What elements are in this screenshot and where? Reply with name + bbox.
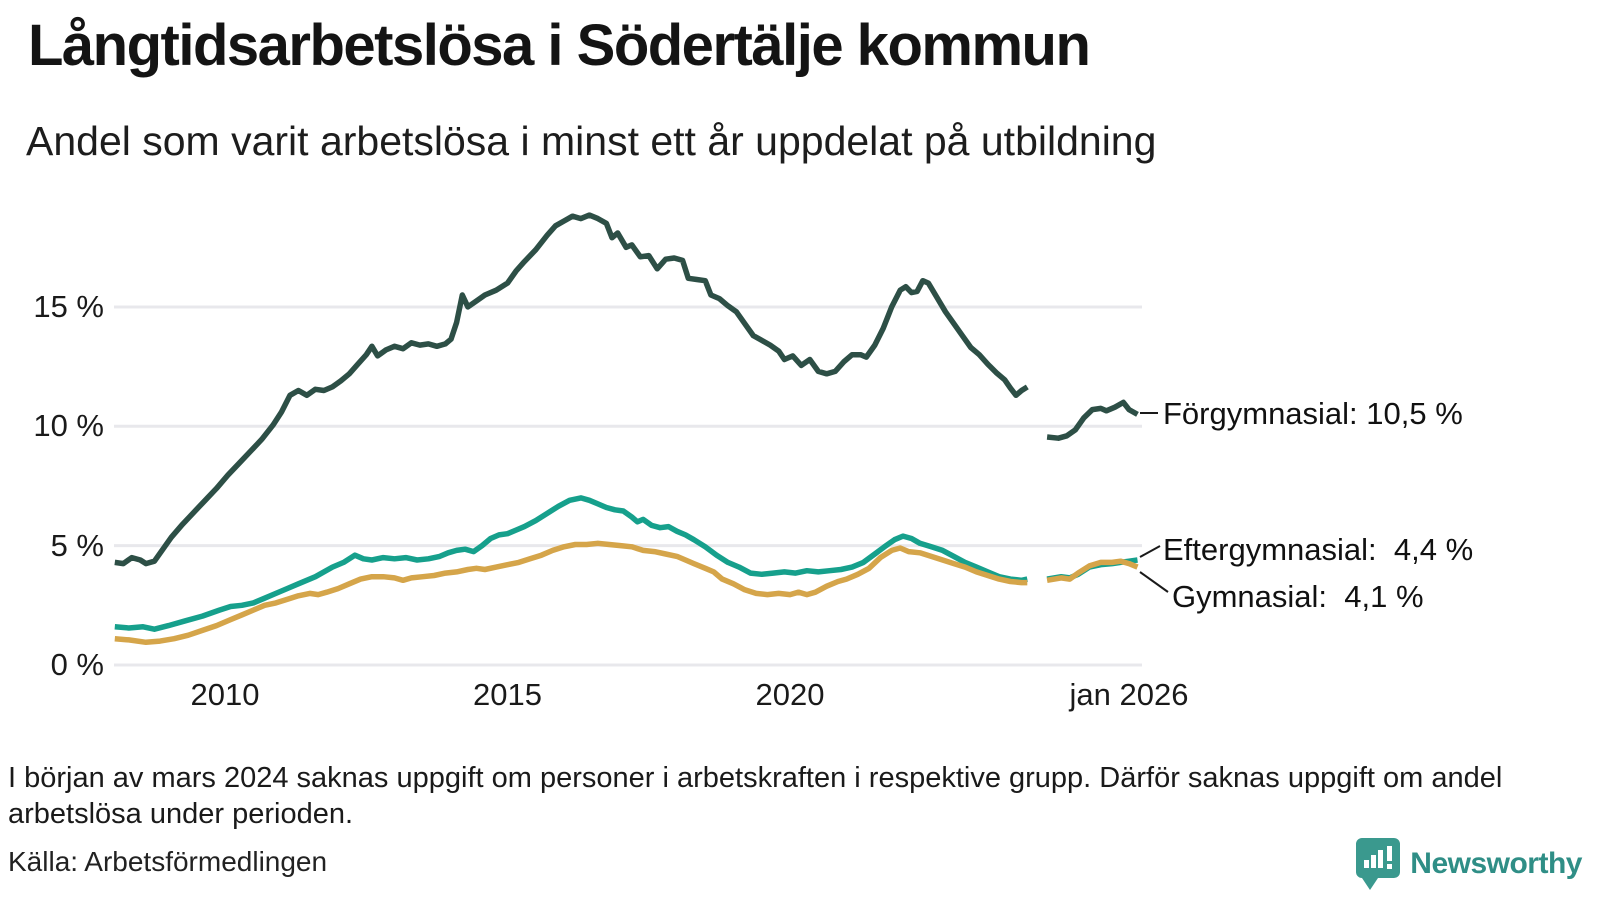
x-tick-label: 2010: [190, 677, 260, 712]
page-subtitle: Andel som varit arbetslösa i minst ett å…: [26, 118, 1157, 164]
y-tick-label: 15 %: [33, 288, 104, 324]
line-eftergymnasial: [114, 495, 1028, 632]
line-frgymnasial: [114, 212, 1029, 567]
x-tick-label: 2015: [473, 677, 542, 712]
leader-gymnasial: [1139, 571, 1169, 593]
series-end-label-forgymnasial: Förgymnasial: 10,5 %: [1163, 396, 1463, 431]
x-tick-label: 2020: [755, 677, 825, 712]
footnote: I början av mars 2024 saknas uppgift om …: [8, 762, 1503, 830]
line-gymnasial: [1046, 558, 1139, 584]
leader-eftergymnasial: [1139, 545, 1161, 558]
x-tick-label: jan 2026: [1069, 677, 1189, 712]
y-tick-label: 0 %: [50, 647, 104, 682]
y-tick-label: 10 %: [33, 408, 104, 444]
series-end-label-eftergymnasial: Eftergymnasial: 4,4 %: [1163, 532, 1474, 567]
series-lines: [114, 212, 1139, 646]
source-line: Källa: Arbetsförmedlingen: [8, 846, 328, 877]
line-gymnasial: [114, 540, 1028, 646]
line-frgymnasial: [1046, 399, 1139, 441]
y-tick-label: 5 %: [50, 527, 104, 563]
label-leader-lines: [1139, 412, 1169, 593]
gridlines: [114, 305, 1142, 667]
series-end-label-gymnasial: Gymnasial: 4,1 %: [1172, 579, 1424, 614]
newsworthy-logo-text: Newsworthy: [1410, 847, 1582, 880]
newsworthy-logo[interactable]: Newsworthy: [1356, 838, 1582, 890]
page-title: Långtidsarbetslösa i Södertälje kommun: [28, 13, 1091, 78]
newsworthy-logo-icon: [1356, 838, 1401, 890]
